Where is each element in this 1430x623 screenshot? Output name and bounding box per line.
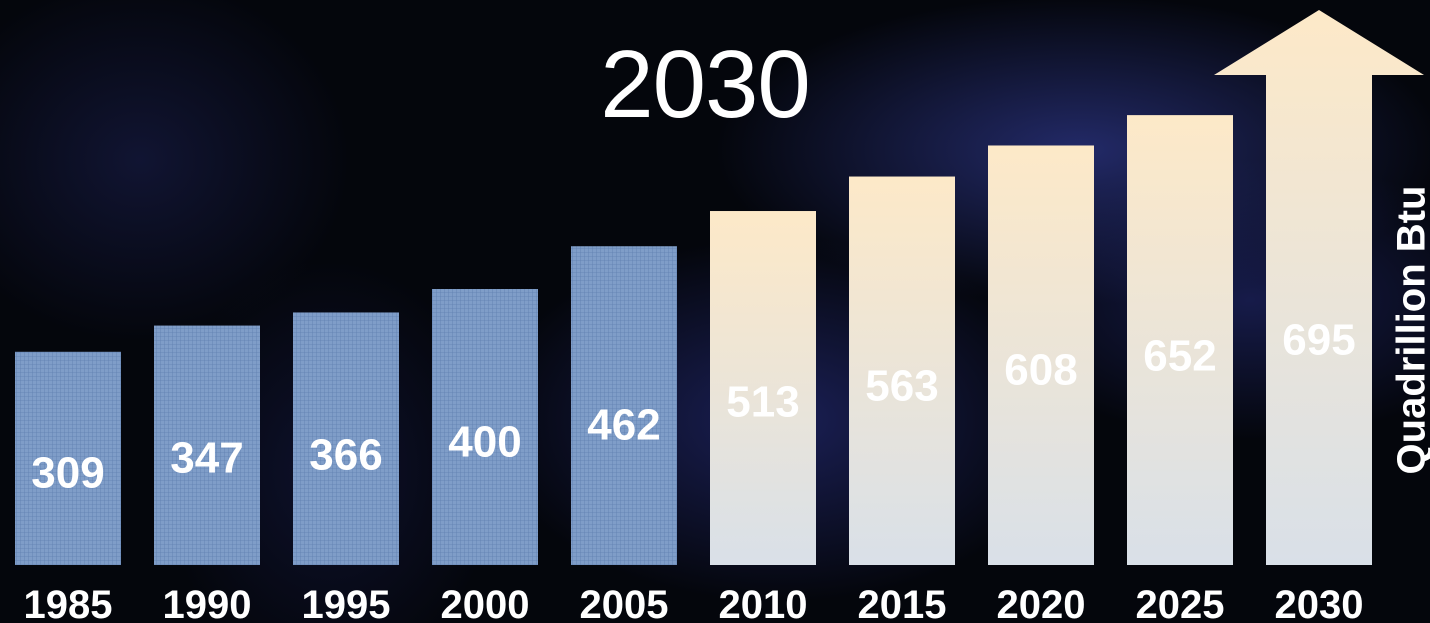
value-label-2005: 462 <box>587 401 660 450</box>
value-label-1985: 309 <box>31 449 104 498</box>
bar-2005 <box>571 246 677 565</box>
y-axis-unit-label: Quadrillion Btu <box>1389 185 1430 475</box>
x-tick-label-1995: 1995 <box>302 583 391 623</box>
bar-1990 <box>154 325 260 565</box>
bars-group <box>15 10 1424 566</box>
x-tick-label-2025: 2025 <box>1136 583 1225 623</box>
bar-2020 <box>988 145 1094 566</box>
value-label-2000: 400 <box>448 418 521 467</box>
chart-title: 2030 <box>600 31 811 138</box>
value-label-2010: 513 <box>726 378 799 427</box>
x-tick-label-2000: 2000 <box>441 583 530 623</box>
bar-2025 <box>1127 115 1233 566</box>
bar-2010 <box>710 211 816 565</box>
x-tick-label-2015: 2015 <box>858 583 947 623</box>
bar-2030 <box>1214 10 1424 565</box>
x-tick-label-2010: 2010 <box>719 583 808 623</box>
x-tick-label-2020: 2020 <box>997 583 1086 623</box>
x-tick-label-2030: 2030 <box>1275 583 1364 623</box>
x-tick-label-1990: 1990 <box>163 583 252 623</box>
bar-1995 <box>293 312 399 565</box>
bar-2015 <box>849 176 955 565</box>
bar-2000 <box>432 289 538 565</box>
x-tick-label-2005: 2005 <box>580 583 669 623</box>
bar-1985 <box>15 351 121 565</box>
value-label-2015: 563 <box>865 362 938 411</box>
value-label-2020: 608 <box>1004 346 1077 395</box>
value-label-1995: 366 <box>309 431 382 480</box>
value-label-1990: 347 <box>170 434 243 483</box>
value-label-2025: 652 <box>1143 332 1216 381</box>
x-tick-label-1985: 1985 <box>24 583 113 623</box>
value-label-2030: 695 <box>1282 316 1355 365</box>
x-tick-labels-group: 1985 1990 1995 2000 2005 2010 2015 2020 2025 2030 <box>24 583 1364 623</box>
value-labels-group: 309 347 366 400 462 513 563 608 652 695 <box>31 316 1355 498</box>
